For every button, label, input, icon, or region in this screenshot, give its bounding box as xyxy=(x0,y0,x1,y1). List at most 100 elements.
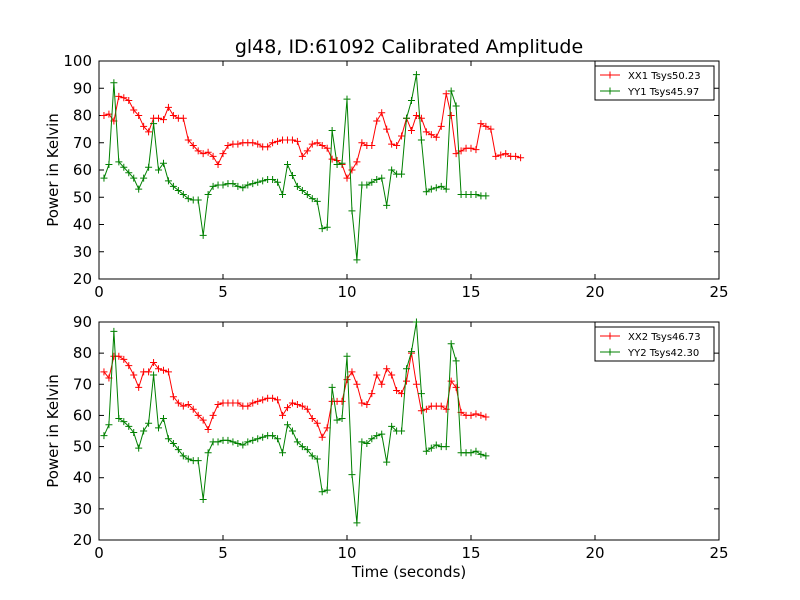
data-point xyxy=(120,355,128,363)
y-tick-label: 80 xyxy=(73,344,92,362)
data-point xyxy=(179,191,187,199)
data-point xyxy=(130,429,138,437)
data-point xyxy=(184,455,192,463)
legend-marker xyxy=(606,348,614,356)
data-point xyxy=(244,438,252,446)
data-point xyxy=(512,152,520,160)
data-point xyxy=(194,147,202,155)
data-point xyxy=(447,377,455,385)
data-point xyxy=(100,112,108,119)
data-point xyxy=(417,114,425,122)
data-point xyxy=(274,435,282,443)
data-point xyxy=(199,231,207,239)
data-point xyxy=(214,401,222,409)
data-point xyxy=(234,182,242,190)
data-point xyxy=(368,141,376,149)
y-tick-label: 30 xyxy=(73,500,92,518)
data-point xyxy=(343,352,351,360)
data-point xyxy=(274,178,282,186)
data-point xyxy=(164,368,172,376)
data-point xyxy=(259,433,267,441)
data-point xyxy=(407,348,415,356)
y-tick-label: 40 xyxy=(73,469,92,487)
data-point xyxy=(467,449,475,457)
data-point xyxy=(234,399,242,407)
data-point xyxy=(303,405,311,413)
data-point xyxy=(447,112,455,119)
data-point xyxy=(209,152,217,160)
data-point xyxy=(140,174,148,182)
data-point xyxy=(298,402,306,410)
data-point xyxy=(155,114,163,122)
data-point xyxy=(343,95,351,103)
data-point xyxy=(199,496,207,504)
data-point xyxy=(383,201,391,209)
legend-marker xyxy=(606,71,614,79)
data-point xyxy=(174,399,182,407)
data-point xyxy=(348,471,356,479)
data-point xyxy=(328,126,336,134)
data-point xyxy=(150,120,158,128)
data-point xyxy=(115,415,123,423)
data-point xyxy=(348,368,356,376)
data-point xyxy=(383,365,391,373)
data-point xyxy=(407,126,415,134)
data-point xyxy=(204,449,212,457)
data-point xyxy=(169,439,177,447)
data-point xyxy=(308,140,316,148)
data-point xyxy=(318,433,326,441)
data-point xyxy=(358,399,366,407)
y-tick-label: 20 xyxy=(73,270,92,288)
data-point xyxy=(194,457,202,465)
data-point xyxy=(412,112,420,119)
data-point xyxy=(313,419,321,427)
figure-title: gl48, ID:61092 Calibrated Amplitude xyxy=(235,36,583,58)
data-point xyxy=(427,131,435,139)
data-point xyxy=(174,446,182,454)
data-point xyxy=(150,358,158,366)
data-point xyxy=(477,450,485,458)
y-tick-label: 70 xyxy=(73,375,92,393)
data-point xyxy=(412,318,420,326)
data-point xyxy=(140,122,148,130)
data-point xyxy=(279,191,287,199)
data-point xyxy=(194,411,202,419)
data-point xyxy=(427,444,435,452)
data-point xyxy=(110,327,118,335)
data-point xyxy=(358,438,366,446)
y-tick-label: 60 xyxy=(73,406,92,424)
data-point xyxy=(482,122,490,130)
top-plot: 0 5 10 15 20 25 20 30 40 50 60 70 80 90 100 Power in Ke… xyxy=(44,52,729,301)
legend-marker xyxy=(606,87,614,95)
data-point xyxy=(279,411,287,419)
y-tick-label: 70 xyxy=(73,134,92,152)
data-point xyxy=(422,405,430,413)
data-point xyxy=(100,368,108,376)
data-point xyxy=(373,117,381,125)
data-point xyxy=(432,133,440,141)
data-point xyxy=(378,430,386,438)
data-point xyxy=(249,180,257,188)
data-point xyxy=(145,419,153,427)
data-point xyxy=(169,393,177,401)
data-point xyxy=(442,405,450,413)
data-point xyxy=(343,174,351,182)
data-point xyxy=(363,401,371,409)
data-point xyxy=(100,432,108,440)
data-point xyxy=(130,174,138,182)
data-point xyxy=(179,452,187,460)
data-point xyxy=(323,223,331,231)
data-point xyxy=(135,112,143,119)
data-point xyxy=(398,170,406,178)
data-point xyxy=(288,136,296,144)
data-point xyxy=(179,114,187,122)
data-point xyxy=(403,365,411,373)
data-point xyxy=(472,146,480,154)
data-point xyxy=(155,166,163,174)
data-point xyxy=(323,144,331,152)
data-point xyxy=(497,151,505,159)
x-tick-label: 25 xyxy=(709,283,728,301)
x-axis-label: Time (seconds) xyxy=(351,563,467,581)
data-point xyxy=(155,365,163,373)
data-point xyxy=(432,184,440,192)
